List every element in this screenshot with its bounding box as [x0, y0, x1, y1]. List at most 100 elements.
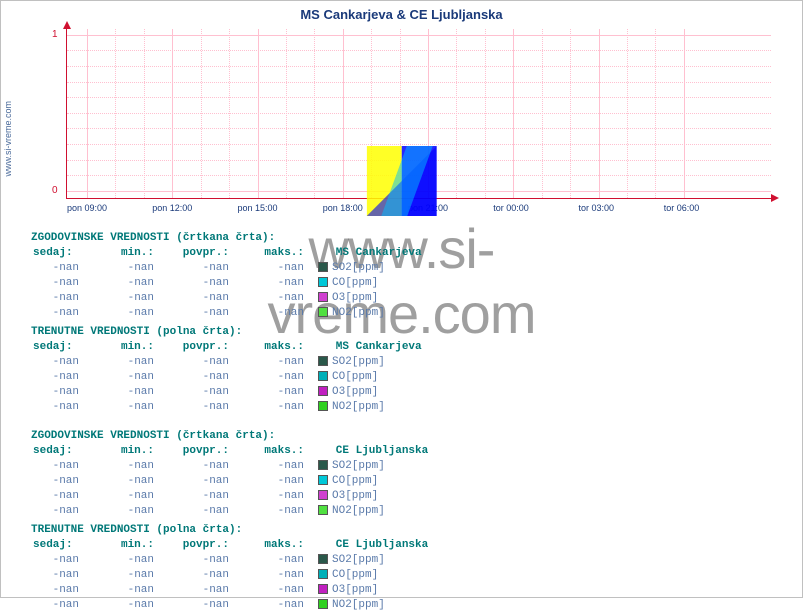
val-sedaj: -nan: [31, 489, 91, 504]
historical-section-header: ZGODOVINSKE VREDNOSTI (črtkana črta):: [31, 429, 440, 444]
val-min: -nan: [91, 306, 166, 321]
val-min: -nan: [91, 400, 166, 415]
val-sedaj: -nan: [31, 385, 91, 400]
data-row: -nan-nan-nan-nanSO2[ppm]: [31, 553, 440, 568]
x-tick-label: tor 03:00: [579, 203, 615, 213]
chart-container: www.si-vreme.com MS Cankarjeva & CE Ljub…: [0, 0, 803, 598]
historical-section-header: ZGODOVINSKE VREDNOSTI (črtkana črta):: [31, 231, 440, 246]
val-min: -nan: [91, 583, 166, 598]
val-sedaj: -nan: [31, 306, 91, 321]
series-swatch-icon: [318, 490, 328, 500]
val-povpr: -nan: [166, 400, 241, 415]
data-row: -nan-nan-nan-nanNO2[ppm]: [31, 504, 440, 519]
data-row: -nan-nan-nan-nanO3[ppm]: [31, 291, 440, 306]
val-sedaj: -nan: [31, 598, 91, 613]
val-maks: -nan: [241, 370, 316, 385]
val-povpr: -nan: [166, 504, 241, 519]
col-maks: maks.:: [241, 538, 316, 553]
col-maks: maks.:: [241, 246, 316, 261]
data-row: -nan-nan-nan-nanCO[ppm]: [31, 276, 440, 291]
val-povpr: -nan: [166, 474, 241, 489]
col-station: MS Cankarjeva: [316, 246, 434, 261]
val-povpr: -nan: [166, 489, 241, 504]
val-maks: -nan: [241, 261, 316, 276]
val-povpr: -nan: [166, 355, 241, 370]
series-swatch-icon: [318, 401, 328, 411]
x-tick-label: pon 12:00: [152, 203, 192, 213]
series-swatch-icon: [318, 356, 328, 366]
col-min: min.:: [91, 444, 166, 459]
val-maks: -nan: [241, 489, 316, 504]
val-povpr: -nan: [166, 568, 241, 583]
series-swatch-icon: [318, 460, 328, 470]
chart-title: MS Cankarjeva & CE Ljubljanska: [1, 1, 802, 22]
col-povpr: povpr.:: [166, 444, 241, 459]
data-tables: ZGODOVINSKE VREDNOSTI (črtkana črta):sed…: [31, 229, 440, 613]
y-tick-label: 1: [52, 29, 58, 40]
series-label: CO[ppm]: [332, 474, 378, 489]
data-row: -nan-nan-nan-nanCO[ppm]: [31, 568, 440, 583]
series-swatch-icon: [318, 371, 328, 381]
x-tick-label: pon 15:00: [238, 203, 278, 213]
val-min: -nan: [91, 459, 166, 474]
series-swatch-icon: [318, 505, 328, 515]
series-label: CO[ppm]: [332, 276, 378, 291]
val-sedaj: -nan: [31, 553, 91, 568]
val-min: -nan: [91, 291, 166, 306]
current-section-header: TRENUTNE VREDNOSTI (polna črta):: [31, 325, 440, 340]
val-sedaj: -nan: [31, 459, 91, 474]
val-min: -nan: [91, 276, 166, 291]
col-sedaj: sedaj:: [31, 246, 91, 261]
val-povpr: -nan: [166, 553, 241, 568]
val-povpr: -nan: [166, 291, 241, 306]
val-sedaj: -nan: [31, 504, 91, 519]
data-row: -nan-nan-nan-nanO3[ppm]: [31, 489, 440, 504]
val-maks: -nan: [241, 474, 316, 489]
col-min: min.:: [91, 538, 166, 553]
val-maks: -nan: [241, 553, 316, 568]
val-sedaj: -nan: [31, 276, 91, 291]
column-header-row: sedaj:min.:povpr.:maks.: MS Cankarjeva: [31, 246, 440, 261]
col-station: MS Cankarjeva: [316, 340, 434, 355]
val-maks: -nan: [241, 400, 316, 415]
val-maks: -nan: [241, 291, 316, 306]
y-axis-arrow-icon: [63, 21, 71, 29]
series-swatch-icon: [318, 262, 328, 272]
data-row: -nan-nan-nan-nanNO2[ppm]: [31, 598, 440, 613]
col-maks: maks.:: [241, 340, 316, 355]
x-axis-arrow-icon: [771, 194, 779, 202]
data-row: -nan-nan-nan-nanO3[ppm]: [31, 583, 440, 598]
val-sedaj: -nan: [31, 583, 91, 598]
val-sedaj: -nan: [31, 291, 91, 306]
val-min: -nan: [91, 370, 166, 385]
col-min: min.:: [91, 246, 166, 261]
chart-grid: 01pon 09:00pon 12:00pon 15:00pon 18:00po…: [66, 29, 771, 199]
series-swatch-icon: [318, 569, 328, 579]
series-label: NO2[ppm]: [332, 598, 385, 613]
col-sedaj: sedaj:: [31, 444, 91, 459]
val-maks: -nan: [241, 504, 316, 519]
val-sedaj: -nan: [31, 261, 91, 276]
column-header-row: sedaj:min.:povpr.:maks.: MS Cankarjeva: [31, 340, 440, 355]
series-label: NO2[ppm]: [332, 306, 385, 321]
data-row: -nan-nan-nan-nanSO2[ppm]: [31, 459, 440, 474]
y-tick-label: 0: [52, 185, 58, 196]
val-maks: -nan: [241, 355, 316, 370]
series-label: O3[ppm]: [332, 489, 378, 504]
val-min: -nan: [91, 261, 166, 276]
col-povpr: povpr.:: [166, 538, 241, 553]
series-label: O3[ppm]: [332, 291, 378, 306]
col-station: CE Ljubljanska: [316, 538, 440, 553]
series-label: NO2[ppm]: [332, 400, 385, 415]
val-maks: -nan: [241, 459, 316, 474]
series-swatch-icon: [318, 554, 328, 564]
val-povpr: -nan: [166, 385, 241, 400]
val-maks: -nan: [241, 385, 316, 400]
x-tick-label: tor 06:00: [664, 203, 700, 213]
x-tick-label: pon 09:00: [67, 203, 107, 213]
data-row: -nan-nan-nan-nanSO2[ppm]: [31, 355, 440, 370]
val-povpr: -nan: [166, 306, 241, 321]
val-min: -nan: [91, 474, 166, 489]
col-povpr: povpr.:: [166, 340, 241, 355]
val-povpr: -nan: [166, 261, 241, 276]
